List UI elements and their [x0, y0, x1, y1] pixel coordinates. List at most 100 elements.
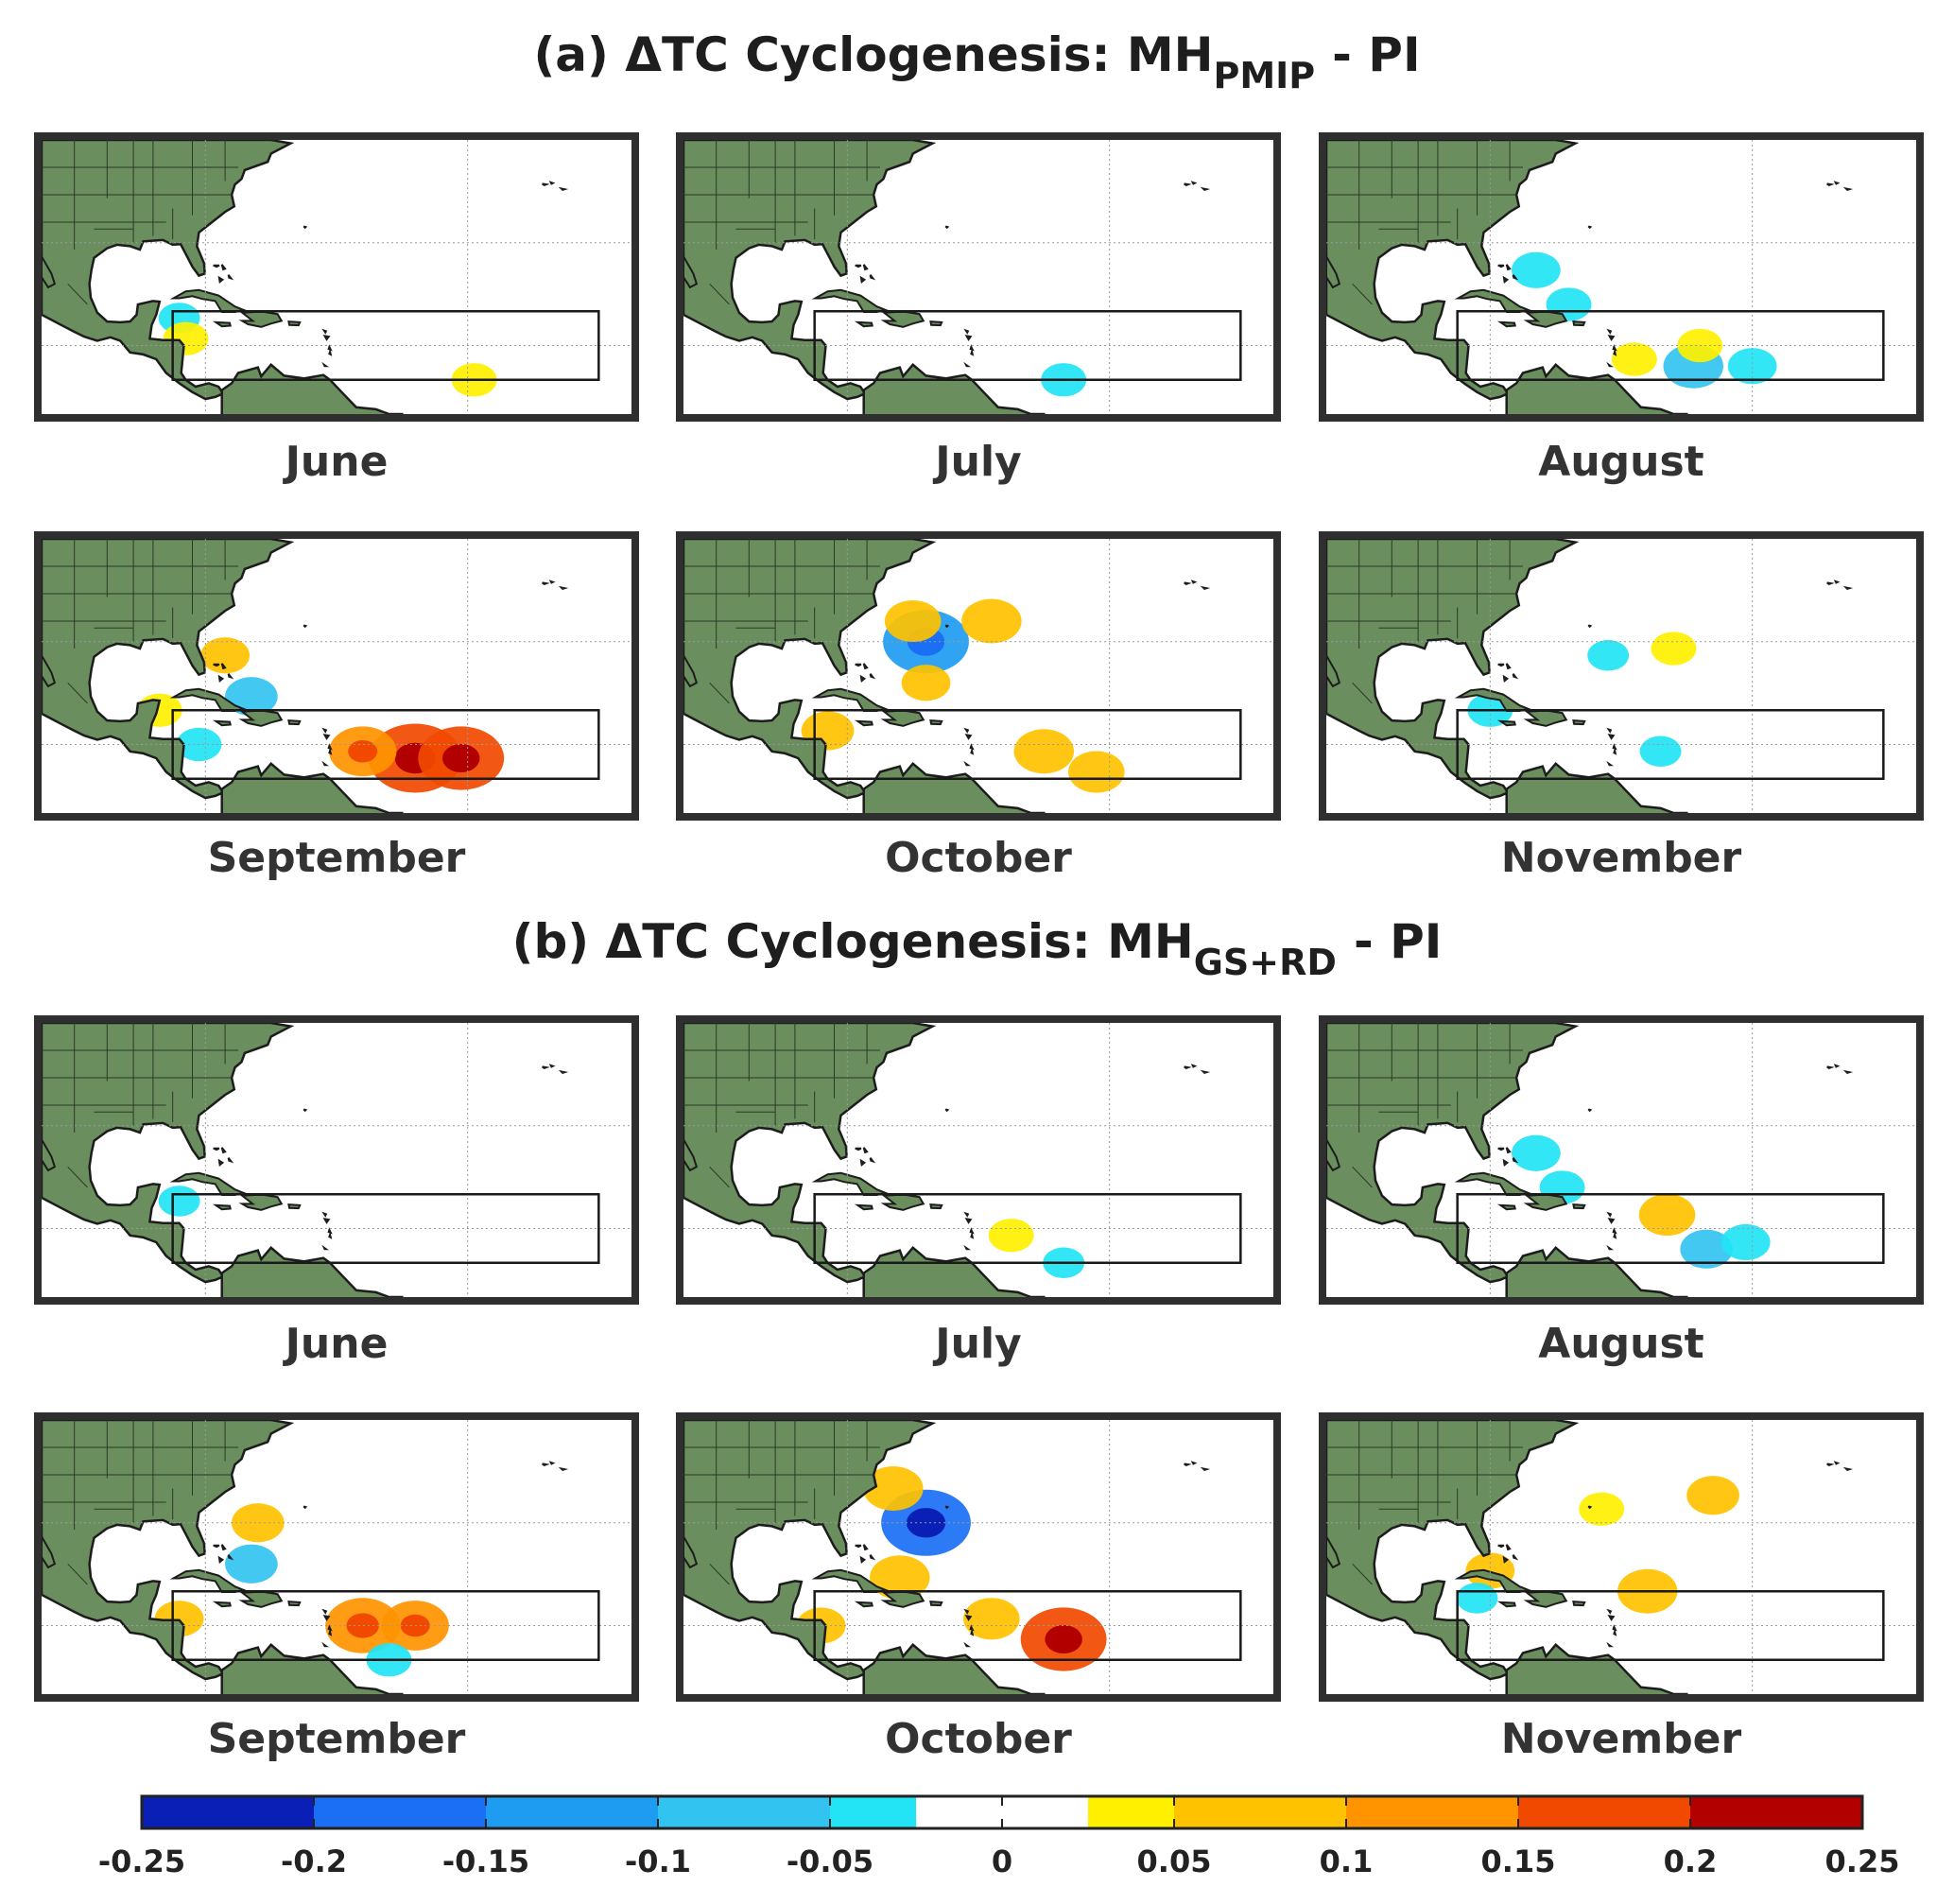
colorbar-tick-label: 0.2 — [1664, 1843, 1718, 1879]
land-island — [548, 181, 556, 185]
anomaly-blob — [1638, 1193, 1696, 1237]
anomaly-blob — [963, 1598, 1020, 1640]
land-island — [1826, 581, 1835, 586]
land-island — [1505, 1544, 1512, 1551]
land-island — [227, 1157, 234, 1164]
main-development-region-box — [1456, 1590, 1885, 1661]
land-south-america — [220, 1643, 404, 1694]
land-island — [963, 361, 972, 368]
colorbar-segment — [1174, 1796, 1346, 1828]
land-baja — [683, 653, 699, 688]
land-island — [1512, 673, 1519, 680]
land-island — [213, 1544, 220, 1549]
month-label-b-june: June — [285, 1320, 389, 1368]
colorbar-frame — [140, 1794, 1864, 1830]
land-island — [322, 335, 331, 341]
land-island — [213, 1147, 220, 1151]
land-island — [855, 1544, 862, 1549]
land-island — [1190, 181, 1198, 185]
colorbar-tick-label: -0.05 — [787, 1843, 873, 1879]
land-baja — [42, 1137, 57, 1172]
colorbar-segment — [142, 1796, 314, 1828]
land-island — [1842, 1466, 1854, 1472]
map-a-june-svg — [42, 140, 631, 414]
state-border — [709, 1563, 730, 1585]
land-island — [854, 719, 873, 727]
land-north-america — [42, 1420, 295, 1681]
map-panel-b-august — [1319, 1015, 1924, 1305]
main-development-region-box — [813, 1590, 1242, 1661]
land-island — [1502, 674, 1510, 683]
land-north-america — [1326, 1420, 1580, 1681]
anomaly-blob — [1686, 1476, 1739, 1515]
colorbar-tick-label: 0.1 — [1320, 1843, 1374, 1879]
main-development-region-box — [171, 709, 600, 780]
land-island — [1505, 264, 1512, 271]
main-development-region-box — [813, 310, 1242, 381]
land-island — [854, 1203, 873, 1211]
colorbar-segment — [1690, 1796, 1862, 1828]
anomaly-blob — [961, 598, 1022, 644]
map-a-october-svg — [683, 539, 1273, 813]
colorbar-tick-label: 0.15 — [1481, 1843, 1556, 1879]
colorbar-segment — [916, 1796, 1088, 1828]
land-island — [1502, 1158, 1510, 1167]
land-island — [1190, 580, 1198, 584]
anomaly-core — [1045, 1624, 1082, 1654]
land-island — [1184, 1065, 1192, 1070]
land-island — [1502, 1555, 1510, 1564]
state-border — [1352, 283, 1373, 305]
land-island — [855, 663, 862, 667]
month-label-a-august: August — [1538, 438, 1704, 486]
land-island — [869, 1157, 876, 1164]
state-border — [709, 1166, 730, 1188]
anomaly-blob — [1456, 1583, 1498, 1614]
land-island — [542, 581, 550, 586]
land-island — [217, 1555, 225, 1564]
land-island — [1497, 663, 1505, 667]
land-island — [1572, 1203, 1586, 1210]
land-south-america — [862, 1246, 1046, 1297]
month-label-a-september: September — [207, 834, 466, 882]
anomaly-blob — [884, 599, 942, 643]
land-north-america — [1326, 140, 1580, 401]
land-island — [287, 719, 302, 726]
land-island — [1572, 320, 1586, 327]
main-development-region-box — [1456, 310, 1885, 381]
land-south-america — [1505, 1246, 1688, 1297]
map-panel-b-september — [34, 1412, 639, 1702]
land-baja — [1326, 1137, 1341, 1172]
section-a-title-suffix: - PI — [1332, 27, 1421, 82]
land-island — [1512, 274, 1519, 281]
land-island — [944, 225, 950, 230]
state-border — [1352, 1166, 1373, 1188]
land-island — [929, 1203, 943, 1210]
anomaly-blob — [1511, 1134, 1561, 1171]
land-island — [1613, 348, 1617, 356]
main-development-region-box — [171, 1193, 600, 1264]
land-island — [1200, 1069, 1211, 1075]
month-label-a-june: June — [285, 438, 389, 486]
land-north-america — [683, 539, 937, 800]
colorbar-segment — [1518, 1796, 1690, 1828]
land-island — [963, 1641, 972, 1648]
land-south-america — [1505, 1643, 1688, 1694]
land-island — [1184, 1463, 1192, 1467]
land-south-america — [862, 762, 1046, 813]
land-north-america — [42, 539, 295, 800]
land-island — [220, 663, 227, 670]
land-island — [854, 320, 873, 328]
land-island — [1184, 581, 1192, 586]
map-panel-b-october — [676, 1412, 1281, 1702]
land-island — [1200, 585, 1211, 591]
land-island — [854, 1601, 873, 1608]
land-island — [1184, 182, 1192, 187]
land-island — [1497, 1544, 1505, 1549]
land-island — [212, 719, 232, 727]
map-panel-a-october — [676, 531, 1281, 821]
land-island — [1496, 1601, 1516, 1608]
land-island — [558, 186, 569, 192]
land-island — [1572, 1601, 1586, 1607]
section-b-title-subscript: GS+RD — [1193, 942, 1337, 983]
land-island — [1607, 1218, 1616, 1224]
